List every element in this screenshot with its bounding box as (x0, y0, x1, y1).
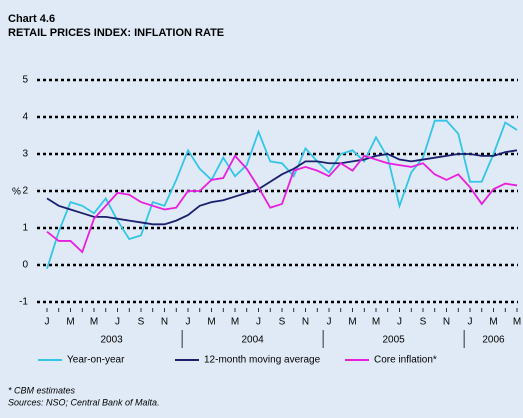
chart-subtitle: RETAIL PRICES INDEX: INFLATION RATE (8, 27, 224, 39)
year-label: 2005 (383, 335, 406, 346)
x-tick-label: J (397, 317, 402, 328)
y-axis-label: % (12, 187, 21, 198)
x-tick-label: J (115, 317, 120, 328)
series-line (46, 149, 518, 226)
chart-title: Chart 4.6 (8, 13, 55, 25)
x-tick-label: J (327, 317, 332, 328)
x-tick-label: M (90, 317, 98, 328)
x-tick-label: M (66, 317, 74, 328)
y-tick-label: 0 (22, 260, 28, 271)
x-tick-label: J (45, 317, 50, 328)
x-tick-label: J (468, 317, 473, 328)
y-tick-label: -1 (19, 297, 28, 308)
legend-label: 12-month moving average (204, 355, 321, 366)
y-tick-label: 5 (22, 75, 28, 86)
x-tick-label: S (420, 317, 427, 328)
legend-label: Year-on-year (67, 355, 125, 366)
x-tick-label: N (302, 317, 309, 328)
year-label: 2004 (242, 335, 265, 346)
x-tick-label: M (489, 317, 497, 328)
year-label: 2006 (482, 335, 505, 346)
x-tick-label: J (186, 317, 191, 328)
x-tick-label: S (138, 317, 145, 328)
x-tick-label: N (161, 317, 168, 328)
x-tick-label: M (348, 317, 356, 328)
y-tick-label: 2 (22, 186, 28, 197)
x-tick-label: M (231, 317, 239, 328)
y-tick-label: 4 (22, 112, 28, 123)
x-tick-label: J (256, 317, 261, 328)
footnote: * CBM estimates (8, 385, 76, 395)
x-tick-label: S (279, 317, 286, 328)
footnote: Sources: NSO; Central Bank of Malta. (8, 397, 160, 407)
x-tick-label: M (372, 317, 380, 328)
x-tick-label: M (207, 317, 215, 328)
year-label: 2003 (101, 335, 124, 346)
series-line (46, 154, 518, 254)
x-tick-label: M (513, 317, 521, 328)
x-tick-label: N (443, 317, 450, 328)
series-line (46, 119, 518, 269)
y-tick-label: 3 (22, 149, 28, 160)
y-tick-label: 1 (22, 223, 28, 234)
legend-label: Core inflation* (374, 355, 437, 366)
